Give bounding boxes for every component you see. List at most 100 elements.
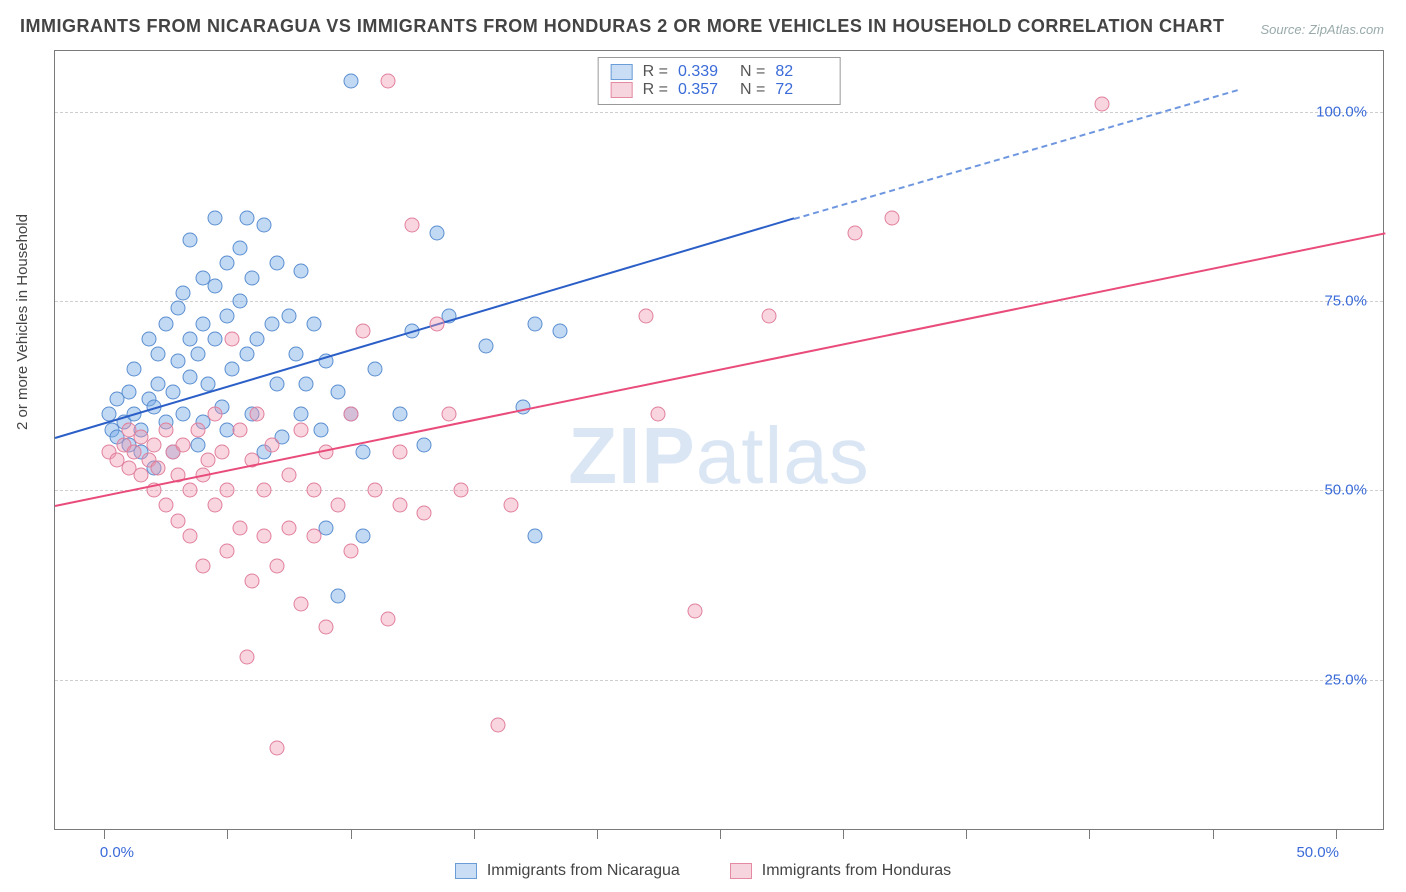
data-point xyxy=(528,316,543,331)
n-value-nicaragua: 82 xyxy=(775,63,827,81)
r-value-nicaragua: 0.339 xyxy=(678,63,730,81)
data-point xyxy=(183,331,198,346)
watermark-zip: ZIP xyxy=(568,411,695,500)
data-point xyxy=(331,384,346,399)
data-point xyxy=(294,596,309,611)
data-point xyxy=(368,483,383,498)
data-point xyxy=(146,437,161,452)
data-point xyxy=(190,422,205,437)
data-point xyxy=(392,445,407,460)
data-point xyxy=(281,468,296,483)
data-point xyxy=(503,498,518,513)
chart-title: IMMIGRANTS FROM NICARAGUA VS IMMIGRANTS … xyxy=(20,16,1225,37)
x-tick xyxy=(1089,829,1090,839)
data-point xyxy=(151,460,166,475)
legend-swatch-nicaragua xyxy=(455,863,477,879)
r-value-honduras: 0.357 xyxy=(678,81,730,99)
data-point xyxy=(355,528,370,543)
swatch-nicaragua xyxy=(611,64,633,80)
data-point xyxy=(314,422,329,437)
data-point xyxy=(1094,97,1109,112)
data-point xyxy=(208,210,223,225)
x-tick xyxy=(1336,829,1337,839)
gridline xyxy=(55,680,1383,681)
swatch-honduras xyxy=(611,82,633,98)
data-point xyxy=(158,316,173,331)
data-point xyxy=(183,233,198,248)
data-point xyxy=(232,240,247,255)
data-point xyxy=(195,558,210,573)
data-point xyxy=(134,468,149,483)
data-point xyxy=(208,278,223,293)
data-point xyxy=(257,528,272,543)
data-point xyxy=(151,346,166,361)
data-point xyxy=(289,346,304,361)
data-point xyxy=(639,309,654,324)
x-tick xyxy=(104,829,105,839)
watermark-atlas: atlas xyxy=(696,411,870,500)
data-point xyxy=(343,543,358,558)
data-point xyxy=(232,521,247,536)
data-point xyxy=(491,717,506,732)
x-tick xyxy=(474,829,475,839)
x-tick xyxy=(843,829,844,839)
data-point xyxy=(294,422,309,437)
data-point xyxy=(294,407,309,422)
data-point xyxy=(429,316,444,331)
data-point xyxy=(528,528,543,543)
data-point xyxy=(232,293,247,308)
data-point xyxy=(240,649,255,664)
data-point xyxy=(166,384,181,399)
data-point xyxy=(200,452,215,467)
data-point xyxy=(220,543,235,558)
data-point xyxy=(380,611,395,626)
data-point xyxy=(417,437,432,452)
data-point xyxy=(442,407,457,422)
data-point xyxy=(368,362,383,377)
data-point xyxy=(429,225,444,240)
y-axis-label: 2 or more Vehicles in Household xyxy=(14,214,31,430)
data-point xyxy=(688,604,703,619)
data-point xyxy=(126,362,141,377)
data-point xyxy=(392,498,407,513)
r-label: R = xyxy=(643,63,668,81)
data-point xyxy=(294,263,309,278)
data-point xyxy=(220,483,235,498)
data-point xyxy=(343,407,358,422)
data-point xyxy=(190,437,205,452)
chart-plot-area: ZIPatlas R = 0.339 N = 82 R = 0.357 N = … xyxy=(54,50,1384,830)
data-point xyxy=(257,218,272,233)
data-point xyxy=(885,210,900,225)
legend-item-honduras: Immigrants from Honduras xyxy=(730,862,951,880)
data-point xyxy=(158,498,173,513)
data-point xyxy=(240,210,255,225)
y-tick-label: 25.0% xyxy=(1324,671,1367,688)
data-point xyxy=(417,505,432,520)
data-point xyxy=(171,301,186,316)
legend-label-honduras: Immigrants from Honduras xyxy=(762,862,951,880)
data-point xyxy=(269,558,284,573)
data-point xyxy=(269,377,284,392)
data-point xyxy=(306,528,321,543)
data-point xyxy=(479,339,494,354)
data-point xyxy=(264,316,279,331)
data-point xyxy=(281,309,296,324)
x-tick xyxy=(720,829,721,839)
x-tick xyxy=(1213,829,1214,839)
x-tick-label: 50.0% xyxy=(1296,844,1339,861)
gridline xyxy=(55,112,1383,113)
data-point xyxy=(126,445,141,460)
legend-item-nicaragua: Immigrants from Nicaragua xyxy=(455,862,680,880)
data-point xyxy=(225,331,240,346)
data-point xyxy=(343,74,358,89)
data-point xyxy=(171,513,186,528)
x-tick-label: 0.0% xyxy=(100,844,134,861)
y-tick-label: 75.0% xyxy=(1324,292,1367,309)
data-point xyxy=(121,384,136,399)
source-label: Source: ZipAtlas.com xyxy=(1260,22,1384,37)
data-point xyxy=(281,521,296,536)
n-label: N = xyxy=(740,63,765,81)
data-point xyxy=(299,377,314,392)
x-tick xyxy=(351,829,352,839)
data-point xyxy=(183,483,198,498)
